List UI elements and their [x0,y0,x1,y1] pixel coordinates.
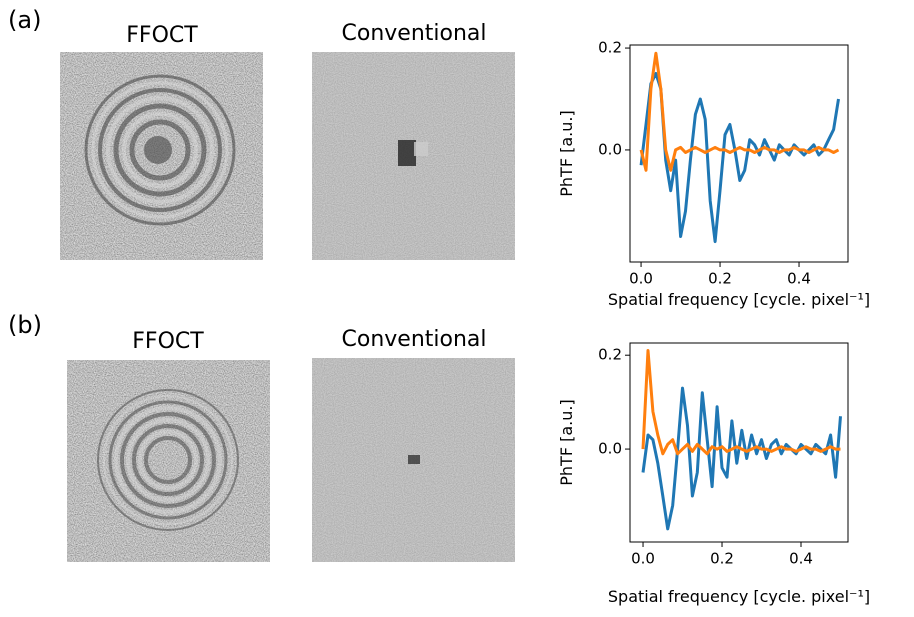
y-tick-label: 0.2 [598,39,622,57]
image-title: FFOCT [132,329,204,354]
x-tick-label: 0.0 [631,550,655,568]
series-line [641,386,842,531]
image-title: FFOCT [126,23,198,48]
series-line [639,72,840,244]
panel-b-images [66,357,516,563]
y-tick-label: 0.2 [598,346,622,364]
y-axis-label: PhTF [a.u.] [557,110,576,196]
x-tick-label: 0.2 [708,270,732,288]
panel-a-images [59,51,516,261]
series-line [641,349,841,456]
panel-label: (b) [8,311,42,339]
y-tick-label: 0.0 [598,140,622,158]
panel-label: (a) [8,6,41,34]
ffoct-image [66,359,271,563]
x-tick-label: 0.4 [789,550,813,568]
image-title: Conventional [342,21,487,46]
x-tick-label: 0.0 [629,270,653,288]
x-tick-label: 0.4 [787,270,811,288]
y-axis-label: PhTF [a.u.] [557,399,576,485]
plot-frame [629,44,849,263]
x-axis-label: Spatial frequency [cycle. pixel⁻¹] [608,587,870,606]
x-axis-label: Spatial frequency [cycle. pixel⁻¹] [608,290,870,309]
x-tick-label: 0.2 [710,550,734,568]
series-line [639,51,840,172]
plot-frame [629,342,849,543]
y-tick-label: 0.0 [598,440,622,458]
image-title: Conventional [342,327,487,352]
